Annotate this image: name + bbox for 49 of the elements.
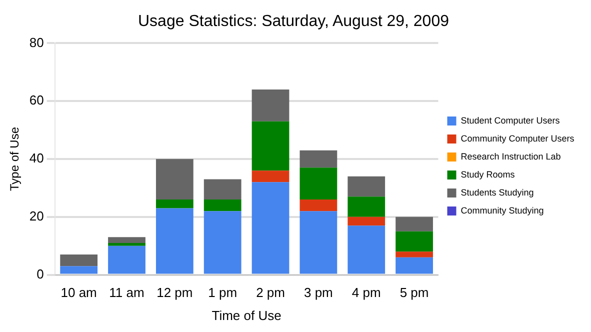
legend-label: Student Computer Users: [460, 115, 560, 126]
bar: [300, 168, 338, 200]
legend-label: Community Studying: [460, 205, 544, 216]
y-tick-label: 60: [29, 92, 44, 108]
chart-title: Usage Statistics: Saturday, August 29, 2009: [138, 13, 450, 30]
x-axis-title: Time of Use: [212, 308, 282, 323]
bar: [396, 216, 433, 232]
legend-label: Study Rooms: [460, 169, 516, 180]
bar: [396, 252, 433, 258]
bar: [252, 121, 290, 171]
legend-label: Community Computer Users: [460, 133, 575, 144]
bar: [156, 159, 194, 200]
bar: [252, 170, 290, 182]
bar: [300, 211, 338, 274]
bar: [348, 216, 386, 226]
y-axis-title: Type of Use: [8, 126, 22, 192]
bar: [348, 226, 386, 274]
legend-label: Research Instruction Lab: [460, 151, 561, 162]
y-tick-label: 40: [29, 150, 44, 166]
bar: [396, 231, 433, 252]
bar: [348, 176, 386, 197]
bar: [156, 200, 194, 208]
x-tick-label: 11 am: [109, 285, 144, 300]
y-tick-label: 20: [29, 208, 44, 224]
bar: [60, 266, 98, 274]
x-tick-label: 4 pm: [352, 285, 381, 300]
bar: [300, 200, 338, 212]
bar: [108, 242, 146, 246]
bar: [108, 246, 146, 274]
x-tick-label: 5 pm: [400, 285, 429, 300]
legend-label: Students Studying: [460, 187, 534, 198]
bar: [204, 200, 242, 212]
x-tick-label: 12 pm: [156, 285, 193, 300]
bar: [252, 182, 290, 274]
bar: [300, 150, 338, 168]
x-tick-label: 1 pm: [208, 285, 238, 300]
bar: [348, 196, 386, 217]
bar: [108, 237, 146, 243]
x-tick-label: 10 am: [60, 285, 97, 300]
x-tick-label: 3 pm: [304, 285, 333, 300]
bar: [204, 211, 242, 274]
bar: [156, 208, 194, 274]
bar: [252, 90, 290, 122]
y-tick-label: 80: [29, 34, 44, 50]
bar: [60, 254, 98, 266]
bar: [204, 179, 242, 200]
y-tick-label: 0: [36, 266, 44, 282]
x-tick-label: 2 pm: [256, 285, 285, 300]
bar: [396, 257, 433, 274]
